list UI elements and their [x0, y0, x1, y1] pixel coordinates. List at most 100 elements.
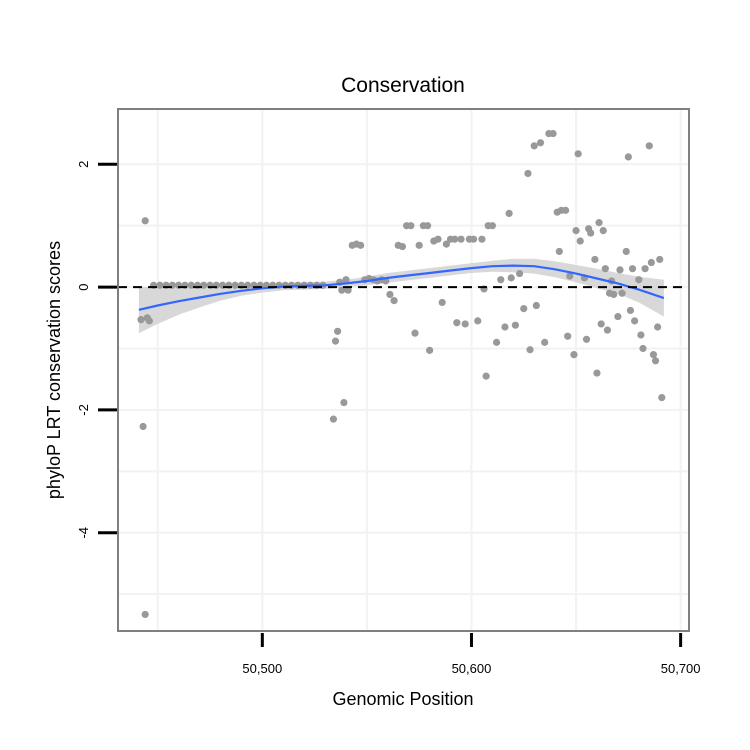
data-point — [231, 281, 239, 289]
data-point — [442, 240, 450, 248]
data-point — [622, 247, 630, 256]
data-point — [139, 422, 147, 431]
data-point — [614, 312, 622, 321]
smooth-line-layer — [118, 264, 689, 311]
data-point — [641, 265, 649, 273]
data-point — [603, 326, 612, 334]
data-point — [390, 297, 398, 305]
y-tick-label: 2 — [76, 161, 91, 168]
data-point — [564, 332, 572, 340]
data-point — [342, 276, 350, 284]
data-point — [526, 346, 534, 354]
data-point — [340, 398, 348, 407]
data-point — [656, 255, 664, 264]
smooth-trend-line — [138, 264, 665, 311]
data-point — [601, 265, 609, 273]
data-point — [141, 217, 149, 225]
data-point — [574, 150, 582, 158]
plot-panel — [118, 109, 689, 631]
data-point — [626, 306, 635, 315]
data-point — [631, 317, 639, 325]
data-point — [329, 415, 338, 423]
data-point — [338, 286, 346, 294]
data-point — [334, 327, 342, 335]
data-point — [478, 235, 486, 243]
data-point — [398, 242, 407, 251]
data-point — [438, 298, 446, 307]
data-point — [501, 323, 509, 331]
data-point — [561, 206, 570, 214]
data-point — [530, 142, 538, 150]
data-point — [637, 331, 645, 339]
y-tick-label: -4 — [76, 527, 91, 539]
x-axis-title: Genomic Position — [332, 689, 473, 709]
data-point — [386, 290, 394, 299]
y-tick-label: -2 — [76, 404, 91, 416]
data-point — [647, 258, 655, 267]
y-axis: -4 -2 0 2 — [76, 161, 117, 539]
data-point — [474, 317, 482, 325]
data-point — [434, 235, 442, 243]
data-point — [505, 209, 513, 217]
data-point — [141, 610, 149, 619]
data-point — [616, 266, 624, 274]
data-point — [597, 320, 605, 328]
confidence-ribbon-layer — [138, 258, 664, 334]
data-point — [515, 269, 524, 278]
data-point — [492, 338, 501, 346]
data-point — [654, 323, 662, 331]
data-point — [457, 235, 465, 243]
data-point — [156, 281, 164, 289]
data-point — [599, 226, 607, 235]
data-point — [628, 265, 637, 273]
data-point — [610, 290, 618, 299]
data-point — [651, 357, 660, 365]
data-point — [453, 319, 461, 327]
data-point — [520, 304, 528, 313]
data-point — [423, 222, 432, 230]
data-point — [645, 142, 653, 150]
data-point — [595, 219, 603, 227]
data-point — [524, 169, 532, 178]
data-point — [587, 229, 595, 237]
data-point — [469, 235, 478, 243]
y-axis-title: phyloP LRT conservation scores — [44, 241, 64, 499]
data-point — [591, 255, 599, 264]
data-point — [566, 272, 574, 280]
data-point — [635, 276, 643, 284]
x-tick-label: 50,500 — [242, 661, 282, 676]
data-point — [658, 394, 666, 402]
data-point — [415, 241, 423, 249]
data-point — [511, 321, 519, 329]
data-point — [357, 241, 365, 249]
data-point — [536, 139, 545, 147]
data-point — [532, 301, 540, 310]
data-point — [451, 235, 459, 243]
data-point — [137, 316, 145, 324]
data-point — [618, 289, 626, 297]
data-point — [497, 276, 505, 284]
data-point — [426, 346, 434, 354]
data-point — [549, 129, 557, 138]
data-point — [488, 222, 496, 230]
panel-border — [117, 108, 690, 632]
data-point — [639, 344, 647, 353]
data-point — [541, 338, 549, 346]
data-point — [582, 335, 591, 343]
x-tick-label: 50,700 — [661, 661, 701, 676]
chart-title: Conservation — [341, 74, 465, 97]
data-point — [555, 247, 563, 256]
points-layer — [137, 129, 666, 619]
y-tick-label: 0 — [76, 283, 91, 290]
data-point — [572, 226, 580, 235]
data-point — [570, 351, 578, 359]
data-point — [461, 320, 469, 328]
data-point — [649, 351, 658, 359]
data-point — [593, 369, 601, 377]
confidence-ribbon — [138, 258, 664, 334]
data-point — [576, 237, 584, 245]
data-point — [624, 153, 632, 161]
data-point — [331, 337, 340, 345]
data-point — [507, 274, 515, 282]
